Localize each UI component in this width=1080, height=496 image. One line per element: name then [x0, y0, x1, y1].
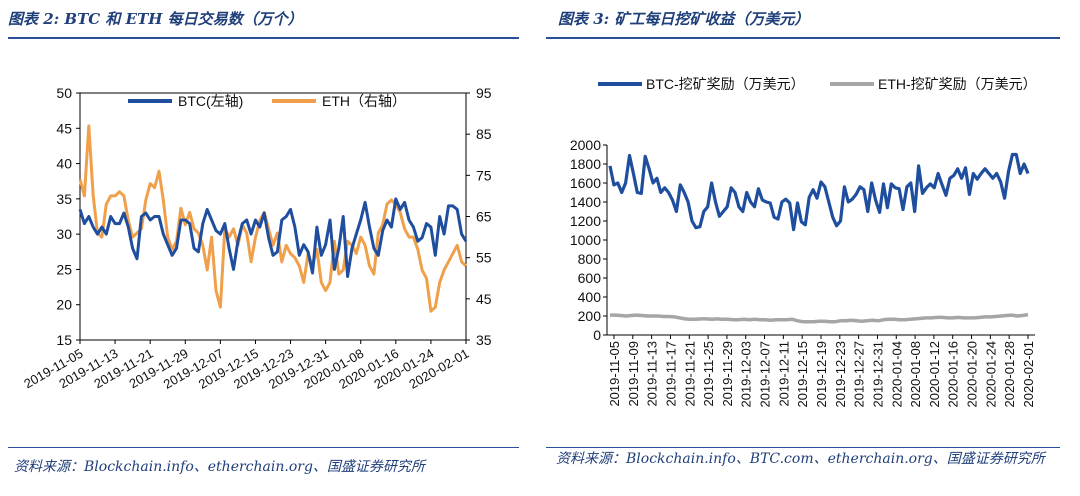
x-axis-tick-label: 2019-12-07	[758, 341, 773, 408]
y-axis-tick-label: 800	[578, 251, 602, 267]
x-axis-tick-label: 2019-11-21	[682, 341, 697, 407]
x-axis-tick-label: 2020-01-24	[983, 341, 998, 408]
right-axis-tick-label: 95	[476, 85, 492, 101]
chart-title: 图表 3: 矿工每日挖矿收益（万美元）	[558, 10, 810, 28]
y-axis-tick-label: 0	[593, 327, 601, 343]
x-axis-tick-label: 2019-12-23	[833, 341, 848, 408]
right-axis-tick-label: 85	[476, 126, 492, 142]
x-axis-tick-label: 2019-11-25	[701, 341, 716, 407]
left-axis-tick-label: 45	[56, 120, 72, 136]
x-axis-tick-label: 2020-01-12	[927, 341, 942, 408]
x-axis-tick-label: 2020-01-08	[908, 341, 923, 408]
x-axis-tick-label: 2019-11-05	[607, 341, 622, 407]
left-axis-tick-label: 20	[56, 297, 72, 313]
x-axis-tick-label: 2020-01-20	[965, 341, 980, 408]
x-axis-tick-label: 2020-02-01	[1021, 341, 1036, 408]
x-axis-tick-label: 2019-12-11	[776, 341, 791, 407]
right-axis-tick-label: 65	[476, 209, 492, 225]
eth-series-line	[78, 124, 468, 313]
y-axis-tick-label: 1000	[570, 232, 601, 248]
right-axis-tick-label: 45	[476, 291, 492, 307]
legend-label: BTC-挖矿奖励（万美元）	[646, 76, 805, 92]
x-axis-tick-label: 2019-12-31	[870, 341, 885, 408]
btc-eth-transactions-chart: 1520253035404550354555657585952019-11-05…	[21, 85, 492, 392]
left-axis-tick-label: 35	[56, 191, 72, 207]
right-axis-tick-label: 55	[476, 250, 492, 266]
source-note: 资料来源：Blockchain.info、BTC.com、etherchain.…	[556, 451, 1045, 467]
right-axis-tick-label: 35	[476, 332, 492, 348]
x-axis-tick-label: 2019-11-29	[720, 341, 735, 407]
y-axis-tick-label: 1200	[570, 213, 601, 229]
y-axis-tick-label: 600	[578, 270, 602, 286]
right-axis-tick-label: 75	[476, 167, 492, 183]
x-axis-tick-label: 2019-12-15	[795, 341, 810, 408]
y-axis-tick-label: 200	[578, 308, 602, 324]
source-note: 资料来源：Blockchain.info、etherchain.org、国盛证券…	[14, 459, 425, 475]
x-axis-tick-label: 2020-01-28	[1002, 341, 1017, 408]
y-axis-tick-label: 1800	[570, 156, 601, 172]
x-axis-tick-label: 2020-01-16	[946, 341, 961, 408]
left-axis-tick-label: 30	[56, 226, 72, 242]
legend-label: BTC(左轴)	[178, 93, 243, 109]
btc-series-line	[78, 197, 468, 278]
source-rule	[8, 447, 519, 448]
x-axis-tick-label: 2020-01-04	[889, 341, 904, 408]
x-axis-tick-label: 2019-12-27	[852, 341, 867, 408]
left-axis-tick-label: 25	[56, 261, 72, 277]
source-rule	[546, 447, 1060, 448]
title-rule	[8, 37, 519, 39]
x-axis-tick-label: 2019-11-09	[626, 341, 641, 407]
y-axis-tick-label: 1600	[570, 175, 601, 191]
left-axis-tick-label: 15	[56, 332, 72, 348]
legend-label: ETH-挖矿奖励（万美元）	[878, 76, 1037, 92]
y-axis-tick-label: 2000	[570, 137, 601, 153]
y-axis-tick-label: 400	[578, 289, 602, 305]
x-axis-tick-label: 2019-12-03	[739, 341, 754, 408]
left-axis-tick-label: 40	[56, 156, 72, 172]
left-axis-tick-label: 50	[56, 85, 72, 101]
mining-reward-chart: 0 200 400 600 800 1000 1200 1400 1600 1800 2000 201…	[570, 76, 1037, 408]
eth-reward-series-line	[610, 312, 1029, 324]
title-rule	[546, 37, 1060, 39]
x-axis-tick-label: 2019-11-13	[645, 341, 660, 407]
x-axis-tick-label: 2019-11-17	[663, 341, 678, 407]
legend-label: ETH（右轴）	[322, 93, 406, 109]
x-axis-tick-label: 2019-12-19	[814, 341, 829, 408]
chart-title: 图表 2: BTC 和 ETH 每日交易数（万个）	[8, 10, 303, 28]
btc-reward-series-line	[608, 152, 1030, 232]
y-axis-tick-label: 1400	[570, 194, 601, 210]
